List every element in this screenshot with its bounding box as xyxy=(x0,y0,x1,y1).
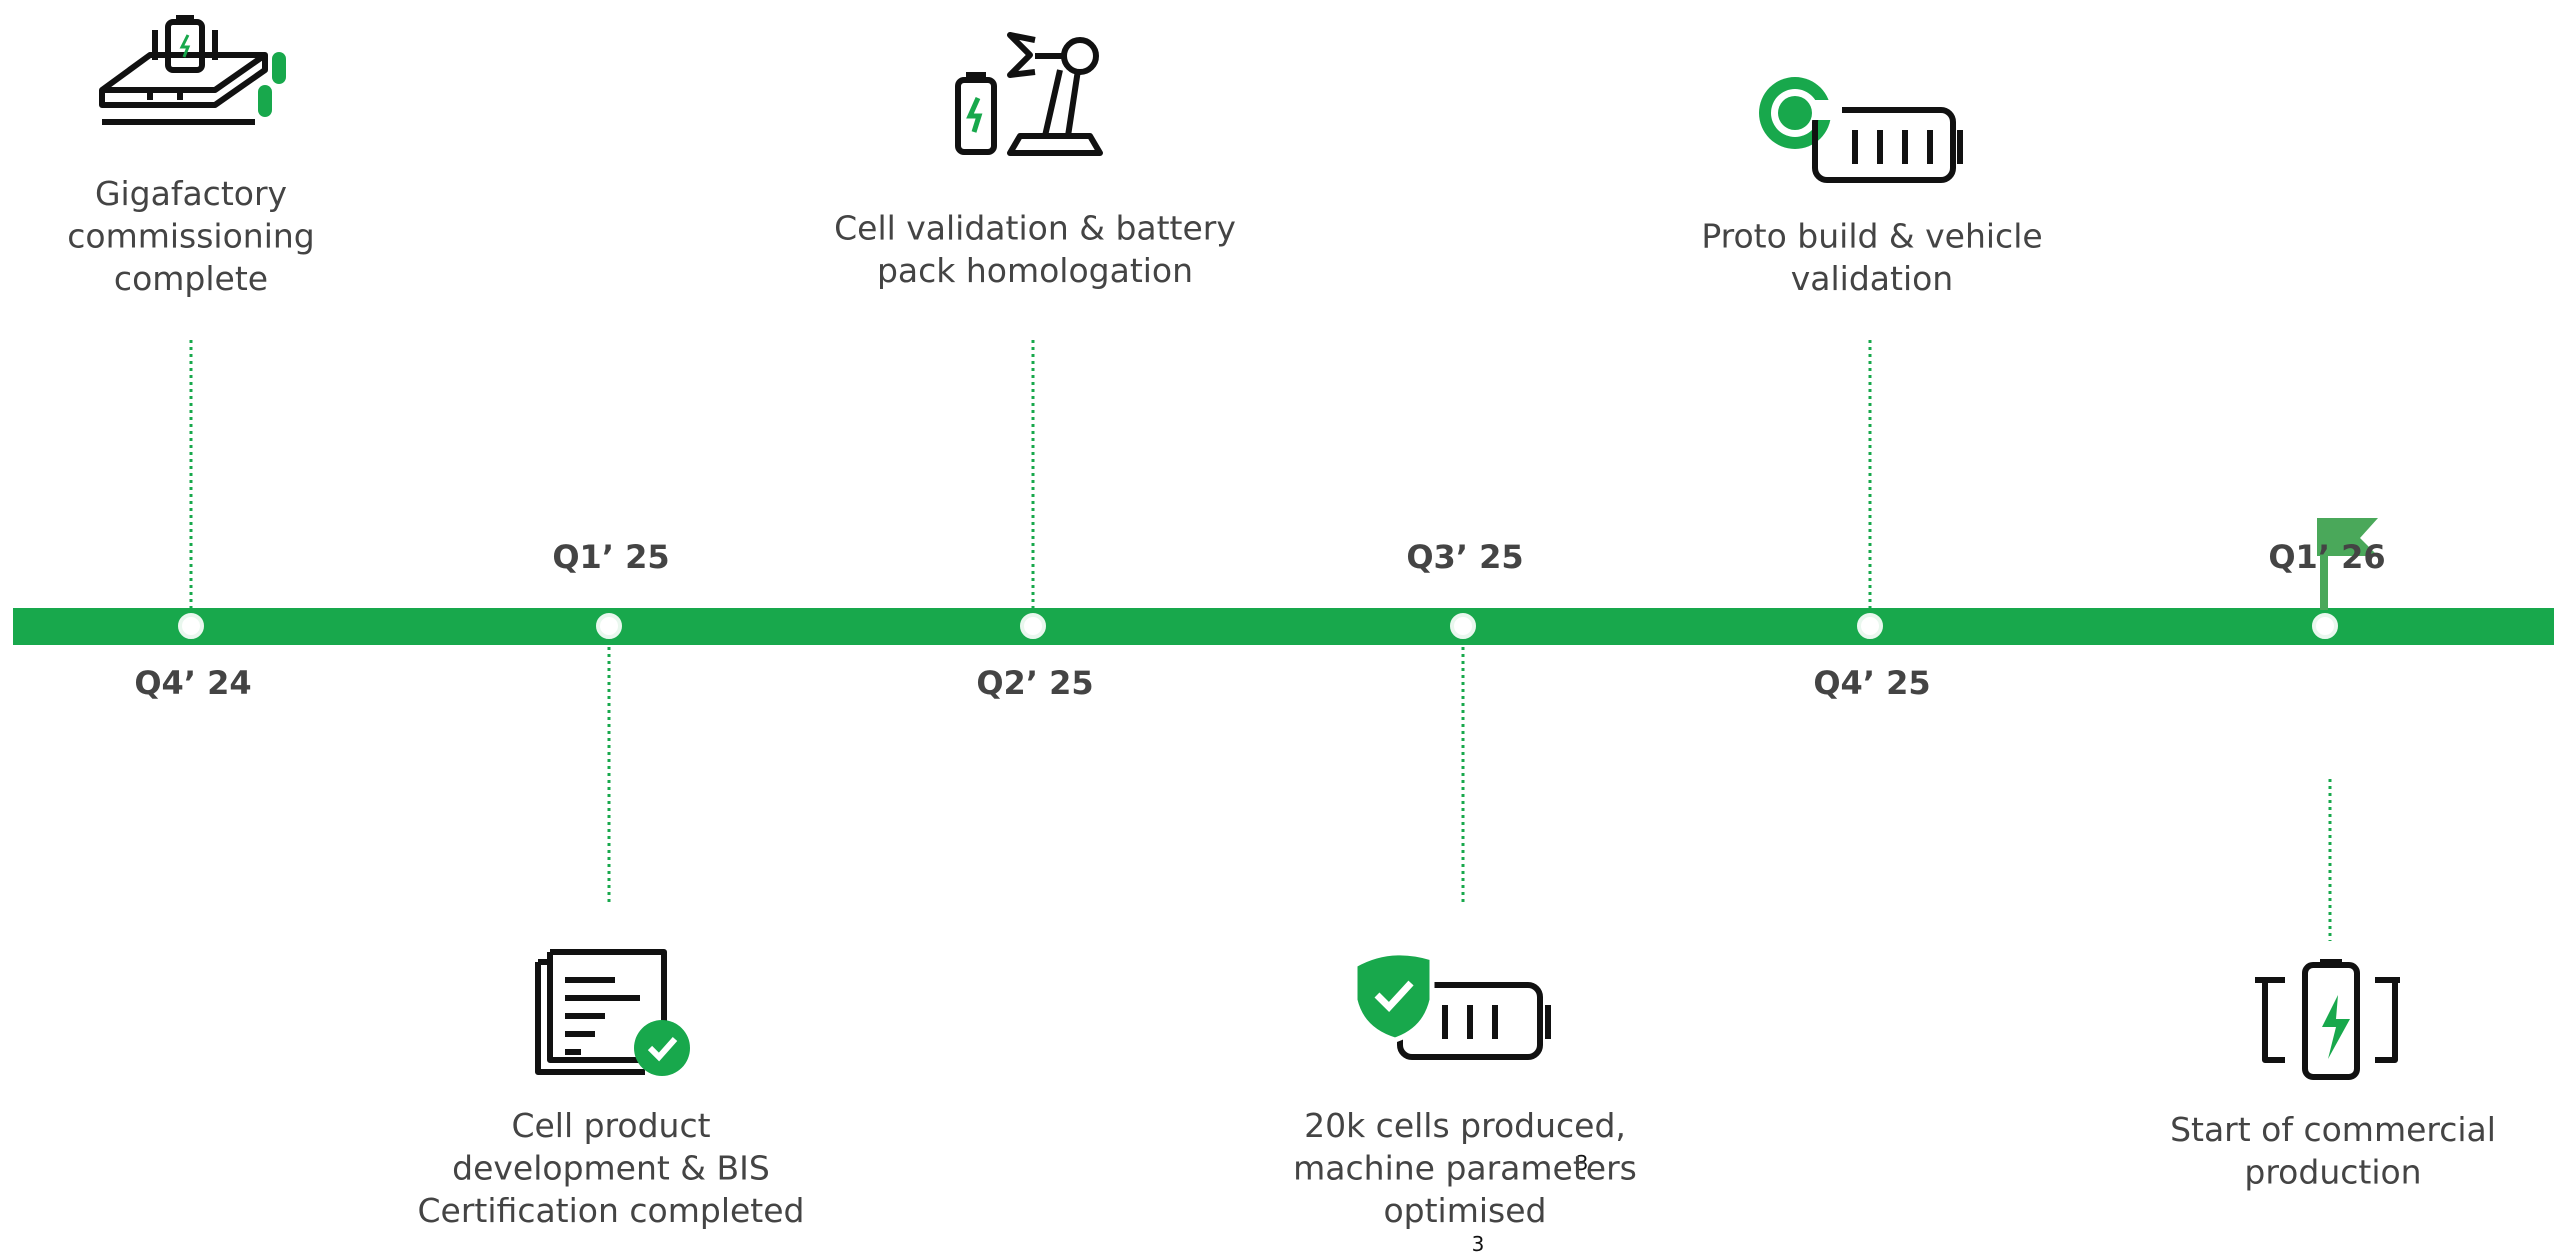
milestone-label: commissioning xyxy=(67,217,314,256)
milestone-label: complete xyxy=(114,259,268,298)
flag xyxy=(2317,518,2378,610)
milestone-label: production xyxy=(2244,1153,2421,1192)
robot-arm-icon xyxy=(955,32,1103,156)
milestone-label: 20k cells produced, xyxy=(1304,1106,1626,1145)
milestone-label: Certification completed xyxy=(418,1191,805,1230)
milestone-dot xyxy=(1020,613,1046,639)
milestone-label: Gigafactory xyxy=(95,174,287,213)
overlay-text: 3 xyxy=(1576,1151,1589,1175)
certificate-icon xyxy=(535,949,690,1076)
milestone-label: Cell product xyxy=(511,1106,710,1145)
milestone-label: Start of commercial xyxy=(2170,1110,2496,1149)
milestone-label: Proto build & vehicle xyxy=(1701,217,2042,256)
milestone-label: Cell validation & battery xyxy=(834,209,1236,248)
milestone-label: machine parameters xyxy=(1293,1149,1637,1188)
quarter-label: Q2’ 25 xyxy=(976,664,1093,702)
quarter-label: Q3’ 25 xyxy=(1406,538,1523,576)
timeline-bar xyxy=(13,608,2554,645)
shield-battery-icon xyxy=(1352,950,1551,1060)
milestone-label: pack homologation xyxy=(877,251,1193,290)
gigafactory-icon xyxy=(99,15,286,125)
milestone-label: validation xyxy=(1791,259,1953,298)
page-number: 3 xyxy=(1472,1232,1485,1256)
milestone-dot xyxy=(1450,613,1476,639)
gear-battery-icon xyxy=(1759,77,1963,183)
milestone-dot xyxy=(1857,613,1883,639)
milestone-dot xyxy=(596,613,622,639)
quarter-label: Q4’ 24 xyxy=(134,664,251,702)
quarter-label: Q4’ 25 xyxy=(1813,664,1930,702)
battery-charging-icon xyxy=(2255,959,2400,1080)
milestone-label: development & BIS xyxy=(452,1149,770,1188)
quarter-label: Q1’ 26 xyxy=(2268,538,2385,576)
quarter-label: Q1’ 25 xyxy=(552,538,669,576)
milestone-label: optimised xyxy=(1383,1191,1546,1230)
milestone-dot xyxy=(2312,613,2338,639)
milestone-dot xyxy=(178,613,204,639)
